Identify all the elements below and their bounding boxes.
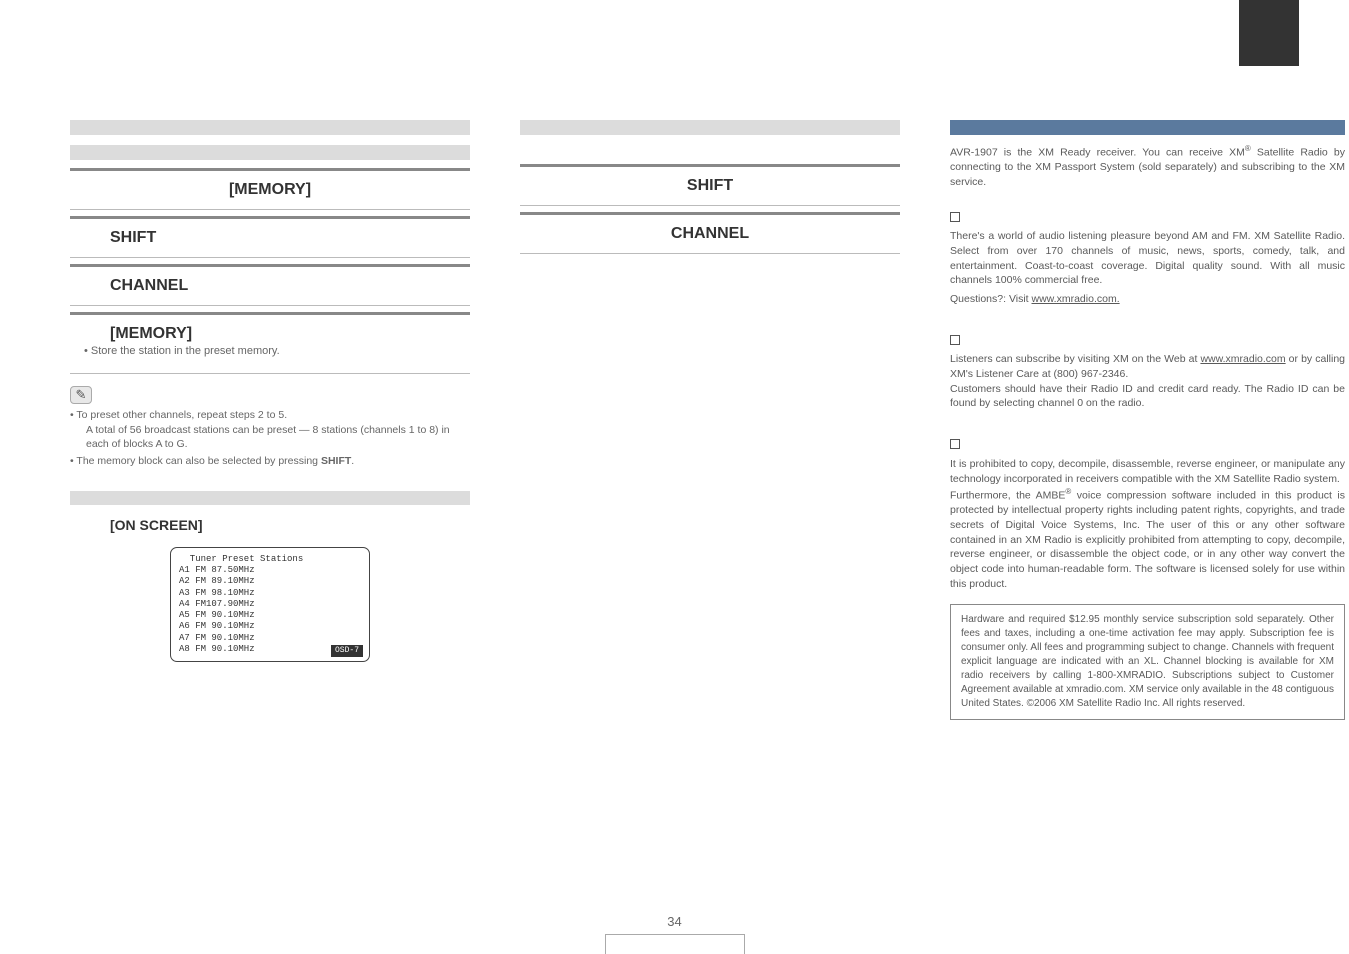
sub-header-bar <box>70 491 470 505</box>
note-1: • To preset other channels, repeat steps… <box>70 408 470 452</box>
blue-bar <box>950 120 1345 135</box>
subscription-box: Hardware and required $12.95 monthly ser… <box>950 604 1345 720</box>
note-icon-row: ✎ <box>70 386 470 404</box>
step-3: SHIFT <box>70 216 470 258</box>
step-5-sub: • Store the station in the preset memory… <box>70 345 470 357</box>
osd-line-0: A1 FM 87.50MHz <box>179 565 361 576</box>
osd-line-2: A3 FM 98.10MHz <box>179 588 361 599</box>
mid-step-4-label: CHANNEL <box>520 225 900 243</box>
p2a-link: www.xmradio.com <box>1200 353 1285 365</box>
note-2c: . <box>351 455 354 467</box>
note-2a: • The memory block can also be selected … <box>70 455 321 467</box>
square-bullet-3 <box>950 439 960 449</box>
header-bar-left-b <box>70 145 470 160</box>
p1-text: There's a world of audio listening pleas… <box>950 230 1345 286</box>
para-3a: It is prohibited to copy, decompile, dis… <box>950 457 1345 486</box>
osd-line-6: A7 FM 90.10MHz <box>179 633 361 644</box>
bottom-tab <box>605 934 745 954</box>
p2a-a: Listeners can subscribe by visiting XM o… <box>950 353 1200 365</box>
osd-line-5: A6 FM 90.10MHz <box>179 621 361 632</box>
note-1b: A total of 56 broadcast stations can be … <box>78 423 470 452</box>
p1q-link: www.xmradio.com. <box>1032 293 1120 305</box>
step-4: CHANNEL <box>70 264 470 306</box>
side-tab <box>1239 0 1299 66</box>
osd-line-1: A2 FM 89.10MHz <box>179 576 361 587</box>
note-2: • The memory block can also be selected … <box>70 454 470 469</box>
mid-step-3-label: SHIFT <box>520 177 900 195</box>
page-number: 34 <box>0 914 1349 929</box>
square-bullet-2 <box>950 335 960 345</box>
p3b-a: Furthermore, the AMBE <box>950 490 1065 502</box>
onscreen-label: [ON SCREEN] <box>70 517 470 533</box>
step-5: [MEMORY] • Store the station in the pres… <box>70 312 470 367</box>
mid-step-3: SHIFT <box>520 164 900 206</box>
step-2: [MEMORY] <box>70 168 470 210</box>
step-3-label: SHIFT <box>70 229 470 247</box>
p3b-b: voice compression software included in t… <box>950 490 1345 590</box>
intro-a: AVR-1907 is the XM Ready receiver. You c… <box>950 147 1245 159</box>
osd-line-3: A4 FM107.90MHz <box>179 599 361 610</box>
page-content: [MEMORY] SHIFT CHANNEL [MEMORY] • Store … <box>0 0 1349 720</box>
left-column: [MEMORY] SHIFT CHANNEL [MEMORY] • Store … <box>70 120 470 720</box>
step-5-label: [MEMORY] <box>70 325 470 343</box>
para-1: There's a world of audio listening pleas… <box>950 229 1345 288</box>
osd-tag: OSD-7 <box>331 645 363 657</box>
mid-step-4: CHANNEL <box>520 212 900 254</box>
note-2b: SHIFT <box>321 455 351 467</box>
middle-column: SHIFT CHANNEL <box>520 120 900 720</box>
step-2-label: [MEMORY] <box>70 181 470 199</box>
header-bar-left-a <box>70 120 470 135</box>
para-2b: Customers should have their Radio ID and… <box>950 382 1345 411</box>
para-2a: Listeners can subscribe by visiting XM o… <box>950 352 1345 381</box>
note-1a: • To preset other channels, repeat steps… <box>70 409 287 421</box>
step-4-label: CHANNEL <box>70 277 470 295</box>
p1q-a: Questions?: Visit <box>950 293 1032 305</box>
header-bar-mid <box>520 120 900 135</box>
pencil-icon: ✎ <box>70 386 92 404</box>
para-1q: Questions?: Visit www.xmradio.com. <box>950 292 1345 307</box>
square-bullet-1 <box>950 212 960 222</box>
osd-box: Tuner Preset Stations A1 FM 87.50MHz A2 … <box>170 547 370 662</box>
para-3b: Furthermore, the AMBE® voice compression… <box>950 486 1345 591</box>
intro-para: AVR-1907 is the XM Ready receiver. You c… <box>950 143 1345 190</box>
osd-title: Tuner Preset Stations <box>179 554 361 565</box>
right-column: AVR-1907 is the XM Ready receiver. You c… <box>950 120 1345 720</box>
osd-line-4: A5 FM 90.10MHz <box>179 610 361 621</box>
